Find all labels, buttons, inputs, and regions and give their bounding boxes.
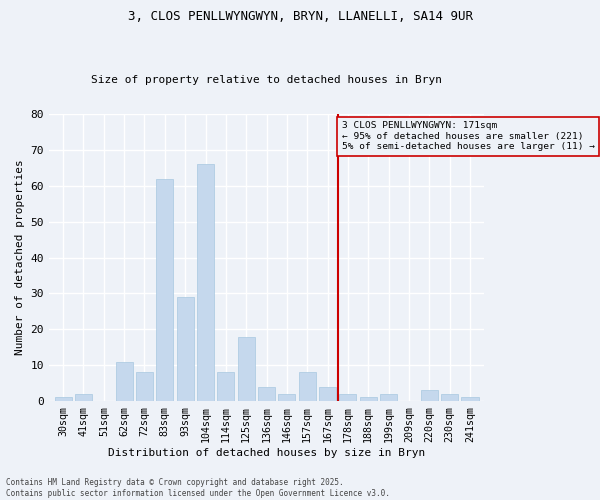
Bar	[176, 297, 194, 401]
Bar	[278, 394, 295, 401]
Bar	[197, 164, 214, 401]
Bar	[55, 398, 72, 401]
Bar	[136, 372, 153, 401]
Bar	[116, 362, 133, 401]
Bar	[339, 394, 356, 401]
Bar	[299, 372, 316, 401]
Bar	[461, 398, 479, 401]
Bar	[380, 394, 397, 401]
Bar	[238, 336, 255, 401]
Title: Size of property relative to detached houses in Bryn: Size of property relative to detached ho…	[91, 76, 442, 86]
Bar	[441, 394, 458, 401]
Bar	[258, 386, 275, 401]
Bar	[359, 398, 377, 401]
Y-axis label: Number of detached properties: Number of detached properties	[15, 160, 25, 356]
Bar	[319, 386, 336, 401]
Bar	[75, 394, 92, 401]
Bar	[156, 178, 173, 401]
Bar	[421, 390, 438, 401]
Text: 3 CLOS PENLLWYNGWYN: 171sqm
← 95% of detached houses are smaller (221)
5% of sem: 3 CLOS PENLLWYNGWYN: 171sqm ← 95% of det…	[342, 121, 595, 151]
Text: Contains HM Land Registry data © Crown copyright and database right 2025.
Contai: Contains HM Land Registry data © Crown c…	[6, 478, 390, 498]
Bar	[217, 372, 235, 401]
X-axis label: Distribution of detached houses by size in Bryn: Distribution of detached houses by size …	[108, 448, 425, 458]
Text: 3, CLOS PENLLWYNGWYN, BRYN, LLANELLI, SA14 9UR: 3, CLOS PENLLWYNGWYN, BRYN, LLANELLI, SA…	[128, 10, 473, 23]
